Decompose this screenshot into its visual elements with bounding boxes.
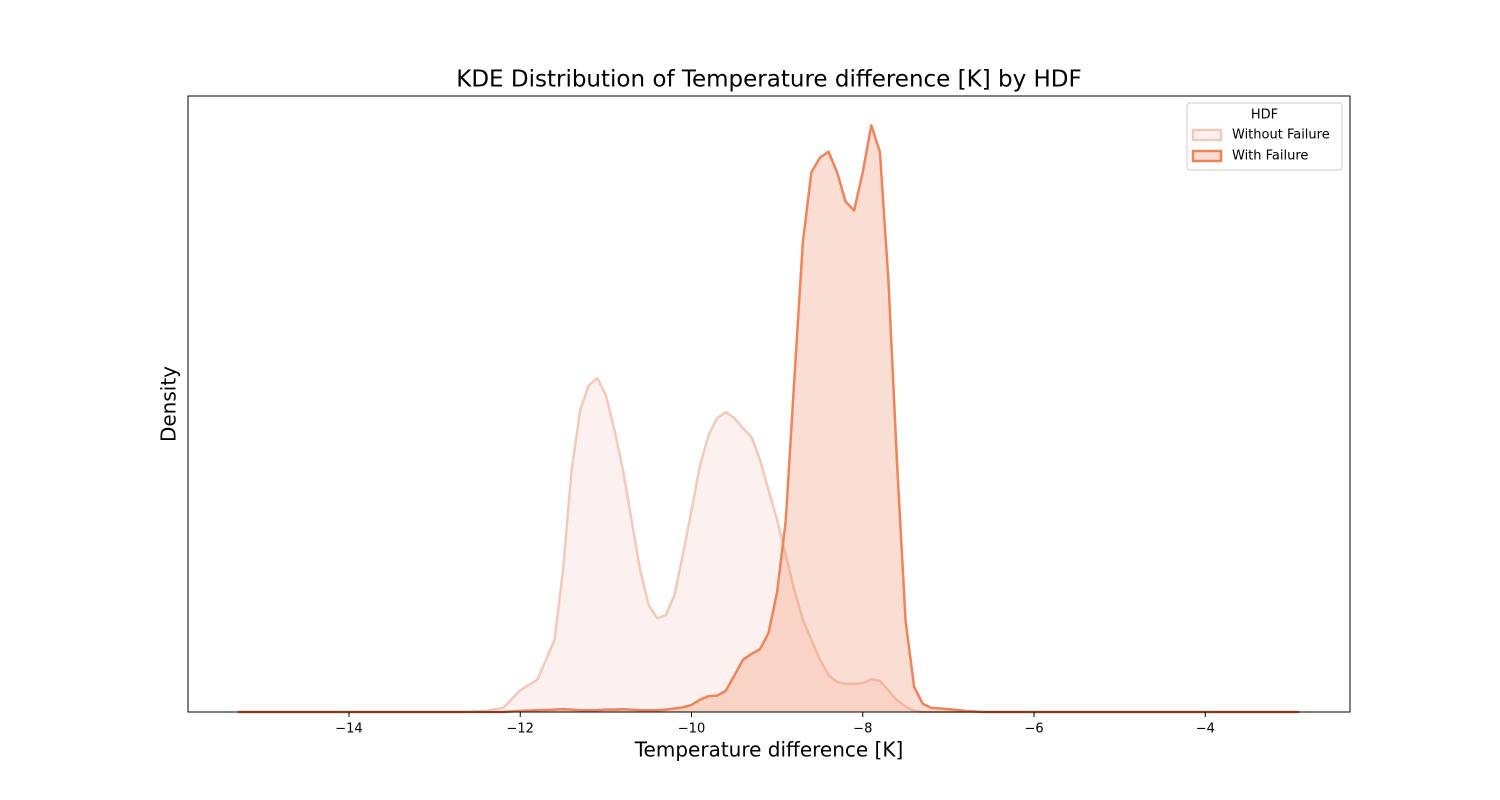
- kde-line: [237, 376, 1300, 714]
- x-tick-label: −4: [1196, 722, 1215, 737]
- legend-title: HDF: [1251, 108, 1278, 123]
- kde-area: [237, 378, 1300, 712]
- legend-label: Without Failure: [1232, 128, 1330, 143]
- x-tick-label: −12: [507, 722, 534, 737]
- x-tick-label: −14: [335, 722, 362, 737]
- plot-frame: [187, 95, 1351, 713]
- x-axis-label: Temperature difference [K]: [634, 738, 904, 762]
- legend-box: [1186, 102, 1343, 171]
- x-tick-label: −8: [853, 722, 872, 737]
- x-tick-label: −10: [678, 722, 705, 737]
- legend-label: With Failure: [1232, 149, 1308, 164]
- kde-line: [237, 124, 1300, 714]
- x-tick-label: −6: [1024, 722, 1043, 737]
- y-axis-label: Density: [157, 366, 181, 442]
- legend-swatch: [1191, 128, 1223, 142]
- legend-swatch: [1191, 149, 1223, 163]
- chart-title: KDE Distribution of Temperature differen…: [456, 67, 1081, 93]
